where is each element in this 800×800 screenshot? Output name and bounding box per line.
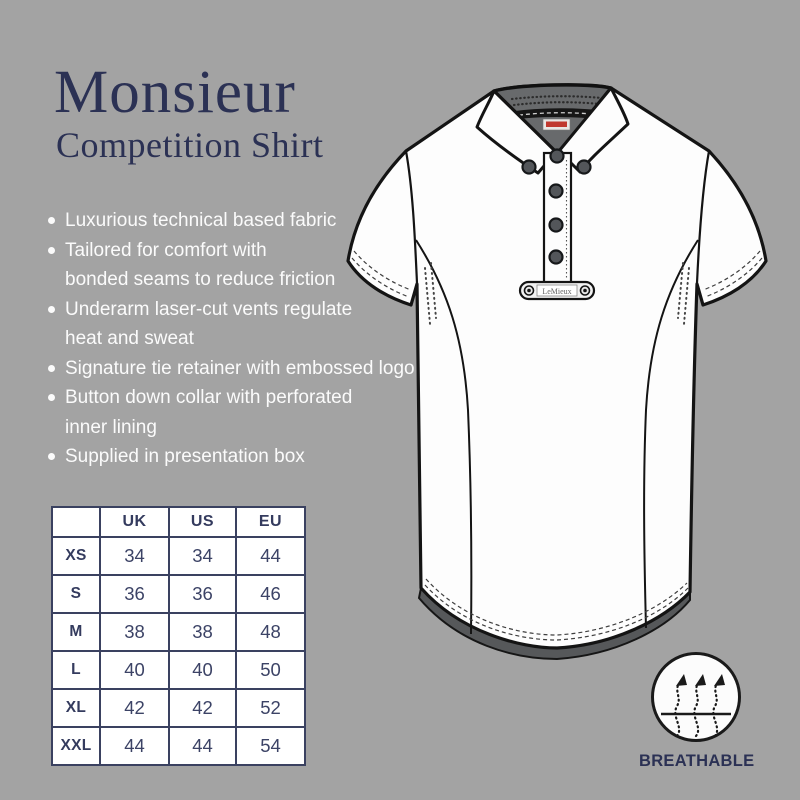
size-value: 34 <box>168 536 237 576</box>
table-row: L 40 40 50 <box>51 650 306 690</box>
size-value: 50 <box>235 650 306 690</box>
size-value: 44 <box>235 536 306 576</box>
placket-button <box>548 217 564 233</box>
size-value: 42 <box>168 688 237 728</box>
feature-item: Underarm laser-cut vents regulate heat a… <box>48 295 488 354</box>
table-row: M 38 38 48 <box>51 612 306 652</box>
feature-text: Button down collar with perforated inner… <box>65 387 353 438</box>
size-value: 36 <box>168 574 237 614</box>
size-label: M <box>51 612 101 652</box>
feature-text: Underarm laser-cut vents regulate heat a… <box>65 298 353 350</box>
column-header-us: US <box>168 506 237 538</box>
column-header-eu: EU <box>235 506 306 538</box>
size-value: 54 <box>235 726 306 766</box>
feature-text: Supplied in presentation box <box>65 446 305 467</box>
size-value: 40 <box>99 650 170 690</box>
size-table-header-row: UK US EU <box>51 506 306 538</box>
buttons <box>521 148 592 265</box>
bullet-icon <box>48 217 55 224</box>
feature-text: Tailored for comfort with bonded seams t… <box>65 239 336 291</box>
product-title-line1: Monsieur <box>54 59 296 126</box>
collar-tape-text-marks <box>511 112 603 117</box>
size-value: 46 <box>235 574 306 614</box>
collar-brand-tape <box>506 108 608 120</box>
placket-button <box>548 183 564 199</box>
column-header-uk: UK <box>99 506 170 538</box>
size-value: 44 <box>99 726 170 766</box>
placket-button <box>548 249 564 265</box>
bullet-icon <box>48 246 55 254</box>
table-row: XL 42 42 52 <box>51 688 306 728</box>
size-label: XS <box>51 536 101 576</box>
feature-list: Luxurious technical based fabric Tailore… <box>48 206 488 472</box>
underarm-vent-perforations <box>424 262 690 325</box>
size-label: XL <box>51 688 101 728</box>
size-label: S <box>51 574 101 614</box>
feature-text: Luxurious technical based fabric <box>65 210 337 231</box>
size-value: 44 <box>168 726 237 766</box>
feature-item: Button down collar with perforated inner… <box>48 383 488 442</box>
collar-perforation-rows <box>510 95 604 107</box>
feature-item: Signature tie retainer with embossed log… <box>48 354 488 384</box>
sleeve-hem-stitching <box>351 250 763 298</box>
size-value: 40 <box>168 650 237 690</box>
feature-item: Supplied in presentation box <box>48 442 488 472</box>
size-label: XXL <box>51 726 101 766</box>
size-value: 38 <box>168 612 237 652</box>
bullet-icon <box>48 364 55 372</box>
princess-seam-left <box>415 239 473 635</box>
table-row: XS 34 34 44 <box>51 536 306 576</box>
breathable-icon <box>651 652 741 742</box>
breathable-badge: BREATHABLE <box>639 650 755 771</box>
collar-band-button <box>549 148 565 164</box>
placket-brand-label: LeMieux <box>542 287 571 296</box>
product-title: Monsieur Competition Shirt <box>54 62 324 163</box>
bullet-icon <box>48 394 55 401</box>
collar-button-right <box>576 159 592 175</box>
table-corner-cell <box>51 506 101 538</box>
size-value: 42 <box>99 688 170 728</box>
collar-button-left <box>521 159 537 175</box>
size-table: UK US EU XS 34 34 44 S 36 36 46 M 38 38 … <box>51 506 306 766</box>
armhole-seam-right <box>695 150 711 284</box>
size-label: L <box>51 650 101 690</box>
tie-retainer-label: LeMieux <box>518 280 596 301</box>
product-title-line2: Competition Shirt <box>56 125 324 165</box>
princess-seam-right <box>643 239 699 629</box>
table-row: XXL 44 44 54 <box>51 726 306 766</box>
feature-item: Luxurious technical based fabric <box>48 206 488 236</box>
bullet-icon <box>48 453 55 460</box>
breathable-label: BREATHABLE <box>639 752 755 770</box>
size-value: 48 <box>235 612 306 652</box>
collar-red-tag <box>542 118 571 131</box>
armhole-seam-left <box>404 150 419 284</box>
table-row: S 36 36 46 <box>51 574 306 614</box>
shirt-body <box>346 83 768 650</box>
size-value: 38 <box>99 612 170 652</box>
bullet-icon <box>48 305 55 313</box>
size-value: 34 <box>99 536 170 576</box>
size-value: 52 <box>235 688 306 728</box>
size-value: 36 <box>99 574 170 614</box>
feature-item: Tailored for comfort with bonded seams t… <box>48 236 488 295</box>
feature-text: Signature tie retainer with embossed log… <box>65 357 415 379</box>
